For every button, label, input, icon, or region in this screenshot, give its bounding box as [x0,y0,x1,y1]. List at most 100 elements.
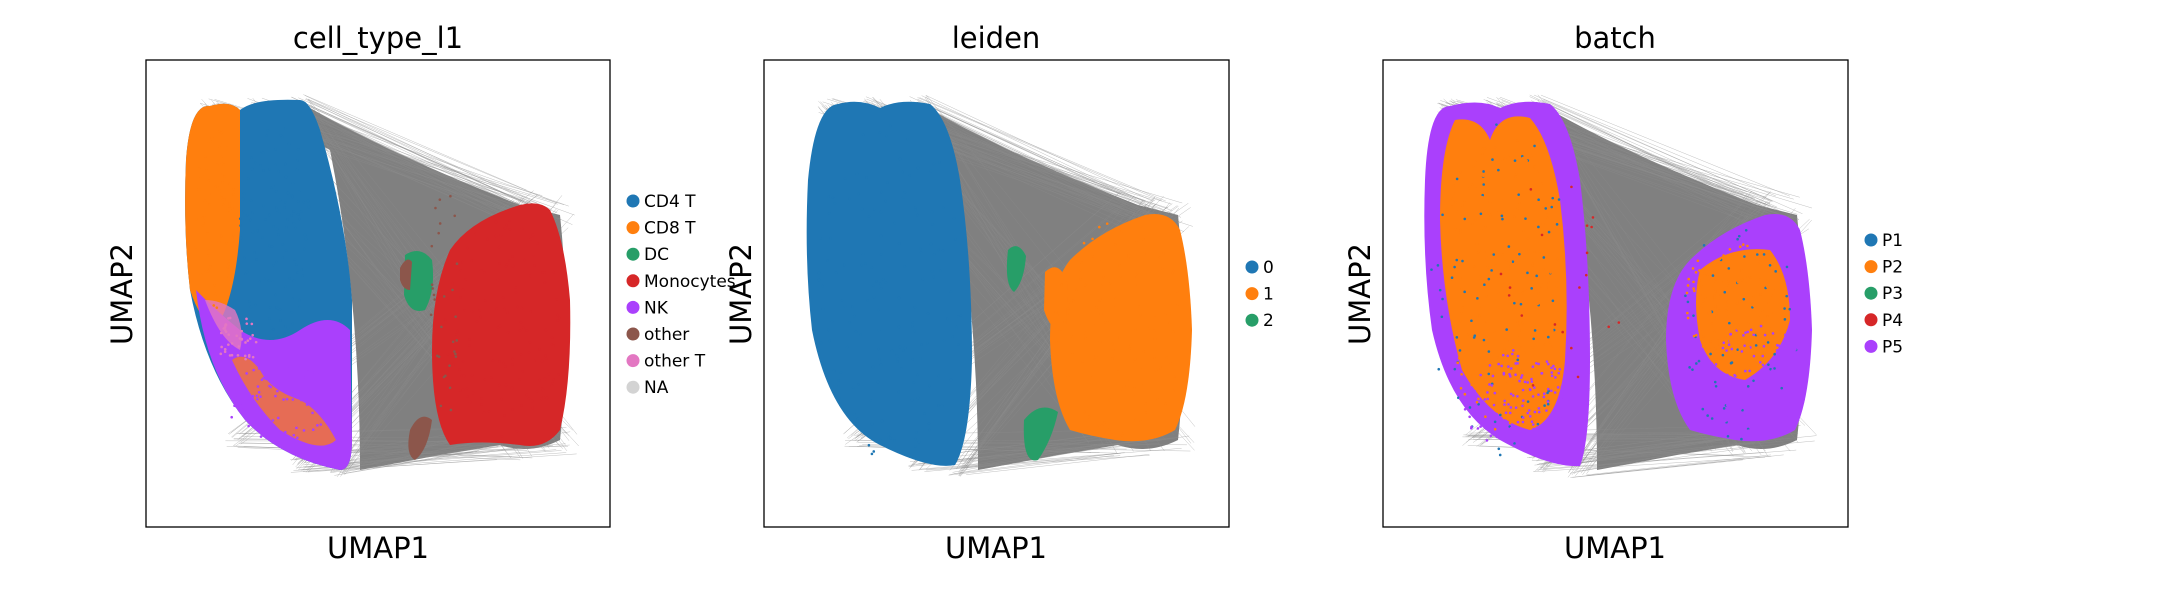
cell-point [1153,356,1156,360]
cell-point [1784,385,1788,389]
cell-point [1162,288,1166,292]
cell-point [1549,424,1552,427]
cell-point [1515,430,1519,434]
cell-point [1508,286,1512,289]
cell-point [232,188,236,191]
cell-point [859,333,862,337]
cell-point [1480,411,1484,414]
cell-point [300,268,303,272]
cell-point [1758,361,1762,364]
cell-point [1527,409,1531,412]
cell-point [1700,284,1703,288]
edge [291,96,539,209]
cell-point [1573,412,1577,415]
cell-point [878,357,882,361]
cell-point [954,238,957,241]
cell-point [262,372,266,375]
cell-point [1484,415,1487,418]
cell-point [1495,123,1498,126]
cell-point [245,270,249,274]
cell-point [285,225,288,229]
cell-point [1737,270,1741,274]
cell-point [267,213,271,217]
cell-point [942,206,945,209]
cell-point [1786,342,1790,346]
cell-point [1119,275,1123,278]
cell-point [1726,435,1730,438]
cell-point [1534,361,1538,365]
cell-point [220,161,224,165]
cell-point [1787,345,1791,348]
cell-point [1701,300,1705,303]
cell-point [1710,362,1714,365]
cell-point [448,364,451,367]
cell-point [828,339,831,343]
cell-point [463,308,466,312]
cell-point [1747,388,1751,391]
cell-point [1490,359,1494,363]
cell-point [249,218,252,222]
cell-point [1743,369,1747,373]
cell-point [843,177,847,180]
cell-point [461,260,464,264]
cell-point [917,440,921,444]
cell-point [1742,334,1745,337]
cell-point [210,136,214,140]
cell-point [1171,330,1175,334]
cell-point [1509,375,1512,378]
cell-point [1537,198,1540,202]
cell-point [246,177,250,180]
cell-point [1144,401,1147,405]
edge [1570,454,1784,478]
cell-point [1758,401,1762,404]
cell-point [234,394,238,397]
legend-marker [1864,339,1878,353]
cell-point [1509,308,1513,312]
cell-point [928,428,931,432]
cell-point [1475,316,1479,320]
cell-point [264,420,268,424]
cell-point [1484,343,1487,347]
cell-point [833,202,837,205]
edge [1569,429,1737,463]
cell-point [1458,349,1462,352]
cell-point [460,374,464,378]
cell-point [872,207,876,211]
cell-point [885,134,888,138]
cell-point [914,445,917,448]
cell-point [1507,403,1510,406]
cell-point [1791,333,1795,337]
cell-point [245,322,249,325]
cell-point [271,184,275,188]
cell-point [1518,347,1522,351]
cell-point [1743,281,1747,285]
cell-point [1685,291,1689,295]
cell-point [1131,359,1135,363]
cell-point [1461,204,1464,207]
cell-point [1139,419,1142,423]
cell-point [930,269,934,273]
cell-point [541,388,545,392]
cell-point [1084,337,1087,340]
cell-point [1746,330,1750,334]
cell-point [1460,372,1463,376]
cell-point [1066,312,1069,316]
cell-point [932,162,936,166]
cell-point [1788,307,1792,311]
cell-point [1559,404,1562,408]
cell-point [1503,157,1507,161]
cell-point [1728,339,1732,343]
cell-point [557,373,560,376]
cell-point [226,209,229,212]
cell-point [1055,341,1059,344]
cell-point [1528,392,1531,396]
cell-point [280,135,284,139]
cell-point [1700,304,1704,308]
cell-point [228,205,231,208]
cell-point [194,245,198,249]
cell-point [1098,297,1102,301]
cell-point [919,357,923,360]
cell-point [220,196,223,200]
cell-point [543,271,546,275]
cell-point [1468,373,1472,377]
